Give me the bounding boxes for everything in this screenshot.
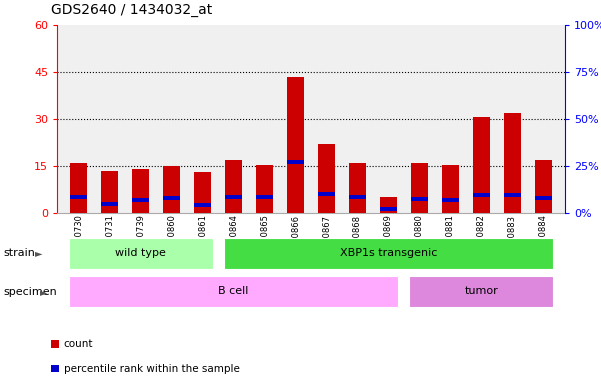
Bar: [287, 77, 304, 213]
Bar: [442, 164, 459, 213]
Bar: [101, 202, 118, 205]
Bar: [535, 160, 552, 213]
Bar: [256, 164, 273, 213]
Bar: [442, 198, 459, 202]
Bar: [69, 238, 213, 269]
Bar: [411, 163, 428, 213]
Bar: [504, 194, 521, 197]
Text: GDS2640 / 1434032_at: GDS2640 / 1434032_at: [51, 3, 212, 17]
Bar: [224, 238, 554, 269]
Bar: [411, 197, 428, 201]
Bar: [101, 171, 118, 213]
Text: count: count: [64, 339, 93, 349]
Text: ►: ►: [35, 248, 42, 258]
Bar: [473, 118, 490, 213]
Bar: [473, 194, 490, 197]
Bar: [163, 196, 180, 200]
Bar: [380, 197, 397, 213]
Text: strain: strain: [3, 248, 35, 258]
Bar: [535, 196, 552, 200]
Bar: [504, 113, 521, 213]
Bar: [409, 276, 554, 307]
Text: XBP1s transgenic: XBP1s transgenic: [340, 248, 437, 258]
Bar: [380, 207, 397, 211]
Bar: [194, 172, 211, 213]
Text: percentile rank within the sample: percentile rank within the sample: [64, 364, 240, 374]
Bar: [349, 195, 366, 199]
Bar: [318, 192, 335, 196]
Bar: [132, 169, 149, 213]
Text: tumor: tumor: [465, 286, 498, 296]
Bar: [225, 160, 242, 213]
Bar: [70, 195, 87, 199]
Bar: [70, 163, 87, 213]
Bar: [318, 144, 335, 213]
Bar: [69, 276, 398, 307]
Bar: [349, 163, 366, 213]
Bar: [225, 195, 242, 199]
Bar: [163, 166, 180, 213]
Bar: [287, 161, 304, 164]
Text: specimen: specimen: [3, 287, 56, 297]
Bar: [132, 198, 149, 202]
Text: wild type: wild type: [115, 248, 166, 258]
Text: B cell: B cell: [218, 286, 249, 296]
Bar: [256, 195, 273, 199]
Bar: [194, 203, 211, 207]
Text: ►: ►: [40, 287, 47, 297]
